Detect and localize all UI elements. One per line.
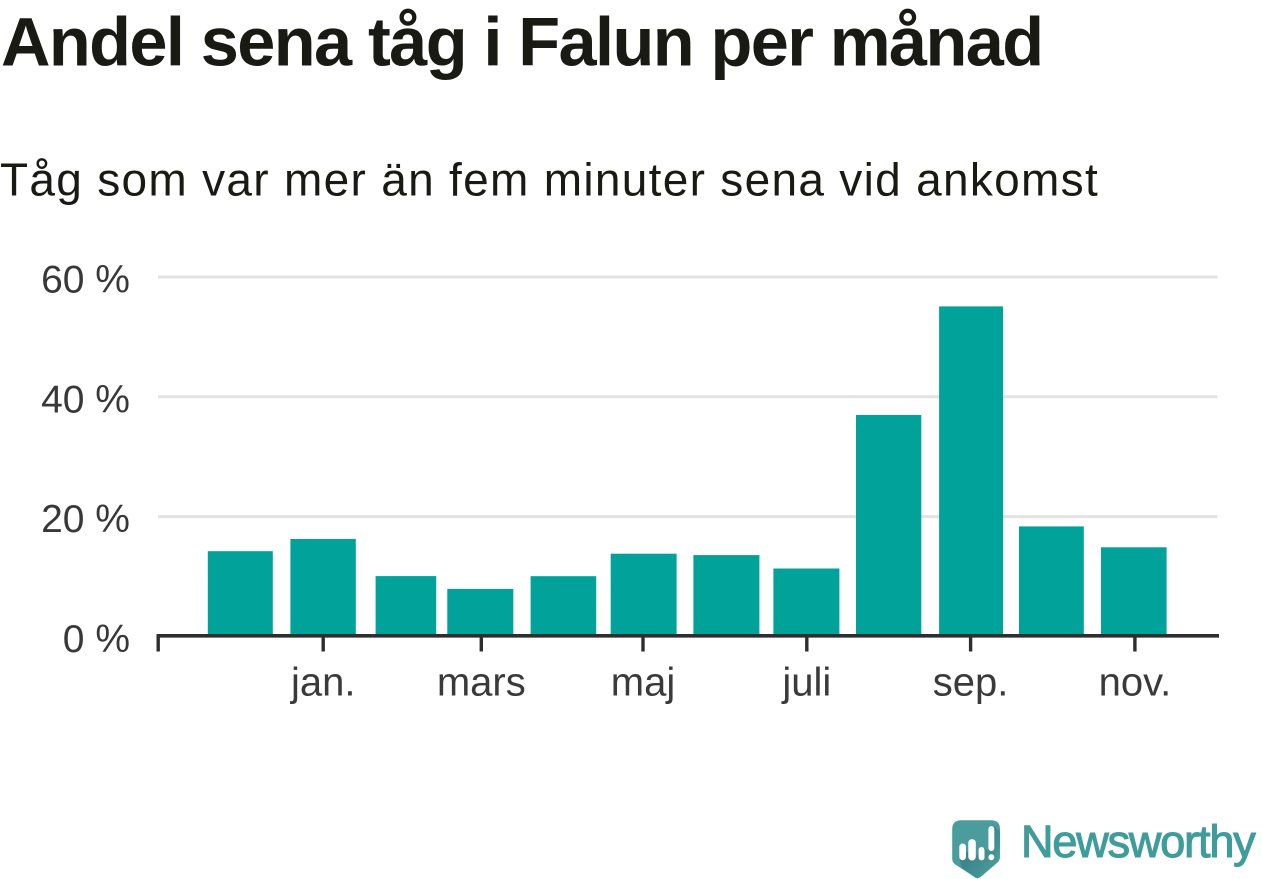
- svg-text:40 %: 40 %: [41, 378, 130, 421]
- svg-text:Newsworthy: Newsworthy: [1021, 816, 1256, 867]
- svg-text:sep.: sep.: [933, 660, 1009, 704]
- svg-text:maj: maj: [611, 660, 675, 704]
- svg-text:nov.: nov.: [1099, 660, 1172, 704]
- svg-text:juli: juli: [781, 660, 831, 704]
- svg-text:Andel sena tåg i Falun per mån: Andel sena tåg i Falun per månad: [1, 4, 1043, 81]
- svg-text:0 %: 0 %: [63, 618, 130, 661]
- svg-text:60 %: 60 %: [41, 259, 130, 302]
- svg-text:20 %: 20 %: [41, 498, 130, 541]
- svg-text:Tåg som var mer än fem minuter: Tåg som var mer än fem minuter sena vid …: [0, 154, 1099, 206]
- svg-text:mars: mars: [437, 660, 526, 704]
- svg-text:jan.: jan.: [290, 660, 356, 704]
